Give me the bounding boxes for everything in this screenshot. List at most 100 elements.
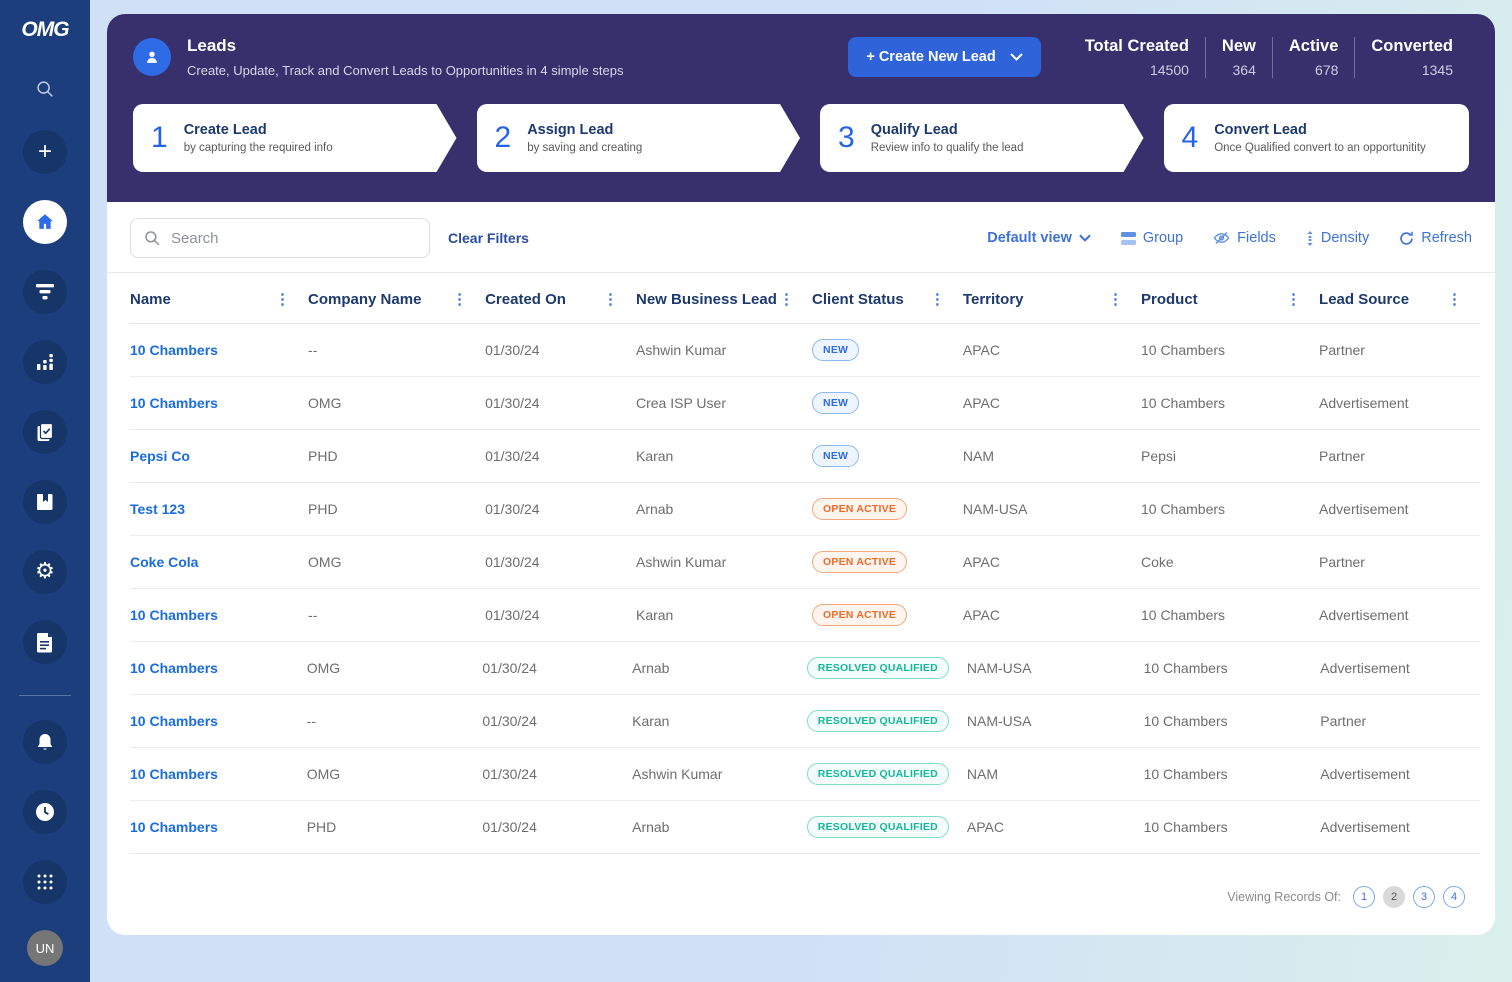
step-convert-lead[interactable]: 4 Convert Lead Once Qualified convert to … bbox=[1163, 104, 1469, 172]
eye-off-icon bbox=[1213, 232, 1230, 244]
column-header-name[interactable]: Name ⋮ bbox=[130, 273, 309, 324]
column-menu-icon[interactable]: ⋮ bbox=[929, 291, 945, 308]
lead-name-link[interactable]: 10 Chambers bbox=[130, 713, 218, 729]
sidebar-item-home[interactable] bbox=[23, 200, 67, 244]
table-row[interactable]: Coke Cola OMG 01/30/24 Ashwin Kumar OPEN… bbox=[130, 536, 1480, 589]
search-icon[interactable] bbox=[34, 78, 56, 100]
lead-name-link[interactable]: 10 Chambers bbox=[130, 766, 218, 782]
table-row[interactable]: 10 Chambers -- 01/30/24 Karan RESOLVED Q… bbox=[130, 695, 1480, 748]
user-avatar[interactable]: UN bbox=[27, 930, 63, 966]
table-row[interactable]: 10 Chambers PHD 01/30/24 Arnab RESOLVED … bbox=[130, 801, 1480, 854]
company-name-cell: -- bbox=[306, 695, 483, 748]
sidebar-item-library[interactable] bbox=[23, 480, 67, 524]
lead-name-link[interactable]: 10 Chambers bbox=[130, 819, 218, 835]
bell-icon bbox=[37, 733, 53, 750]
client-status-cell: NEW bbox=[812, 324, 963, 377]
column-header-product[interactable]: Product ⋮ bbox=[1140, 273, 1320, 324]
search-input[interactable] bbox=[171, 229, 417, 247]
sidebar: OMG + bbox=[0, 0, 90, 982]
person-icon bbox=[147, 51, 157, 63]
column-menu-icon[interactable]: ⋮ bbox=[1286, 291, 1302, 308]
sidebar-item-documents[interactable] bbox=[23, 620, 67, 664]
chevron-down-icon bbox=[1009, 53, 1023, 61]
territory-cell: NAM-USA bbox=[962, 483, 1141, 536]
lead-stats: Total Created 14500 New 364 Active 678 C… bbox=[1069, 36, 1469, 78]
new-business-lead-cell: Karan bbox=[635, 430, 813, 483]
leads-table: Name ⋮ Company Name ⋮ Created On ⋮ New Busines… bbox=[107, 273, 1495, 854]
column-header-territory[interactable]: Territory ⋮ bbox=[962, 273, 1141, 324]
lead-name-link[interactable]: Pepsi Co bbox=[130, 448, 190, 464]
lead-name-link[interactable]: Test 123 bbox=[130, 501, 185, 517]
lead-name-cell: 10 Chambers bbox=[130, 748, 307, 801]
fields-button[interactable]: Fields bbox=[1213, 230, 1276, 246]
create-new-lead-button[interactable]: + Create New Lead bbox=[848, 37, 1041, 77]
product-cell: 10 Chambers bbox=[1140, 324, 1320, 377]
page-button-1[interactable]: 1 bbox=[1353, 886, 1375, 908]
table-row[interactable]: Pepsi Co PHD 01/30/24 Karan NEW NAM Peps… bbox=[130, 430, 1480, 483]
history-button[interactable] bbox=[23, 790, 67, 834]
apps-button[interactable] bbox=[23, 860, 67, 904]
sidebar-item-filter[interactable] bbox=[23, 270, 67, 314]
column-menu-icon[interactable]: ⋮ bbox=[1447, 291, 1462, 308]
refresh-button[interactable]: Refresh bbox=[1399, 230, 1472, 246]
column-menu-icon[interactable]: ⋮ bbox=[779, 291, 795, 308]
lead-source-cell: Partner bbox=[1319, 430, 1480, 483]
book-icon bbox=[37, 494, 53, 510]
table-row[interactable]: 10 Chambers OMG 01/30/24 Arnab RESOLVED … bbox=[130, 642, 1480, 695]
step-create-lead[interactable]: 1 Create Lead by capturing the required i… bbox=[133, 104, 457, 172]
product-cell: Coke bbox=[1140, 536, 1320, 589]
lead-name-cell: 10 Chambers bbox=[130, 695, 307, 748]
table-row[interactable]: 10 Chambers -- 01/30/24 Ashwin Kumar NEW… bbox=[130, 324, 1480, 377]
column-menu-icon[interactable]: ⋮ bbox=[1107, 291, 1123, 308]
step-assign-lead[interactable]: 2 Assign Lead by saving and creating bbox=[477, 104, 801, 172]
new-business-lead-cell: Ashwin Kumar bbox=[635, 536, 813, 589]
column-menu-icon[interactable]: ⋮ bbox=[602, 291, 618, 308]
density-button[interactable]: Density bbox=[1306, 230, 1369, 246]
table-row[interactable]: Test 123 PHD 01/30/24 Arnab OPEN ACTIVE … bbox=[130, 483, 1480, 536]
page-button-4[interactable]: 4 bbox=[1443, 886, 1465, 908]
omg-logo: OMG bbox=[21, 18, 69, 41]
lead-name-link[interactable]: 10 Chambers bbox=[130, 395, 218, 411]
table-row[interactable]: 10 Chambers -- 01/30/24 Karan OPEN ACTIV… bbox=[130, 589, 1480, 642]
search-box[interactable] bbox=[130, 218, 430, 258]
column-menu-icon[interactable]: ⋮ bbox=[452, 291, 468, 308]
table-row[interactable]: 10 Chambers OMG 01/30/24 Crea ISP User N… bbox=[130, 377, 1480, 430]
sidebar-item-settings[interactable]: ⚙ bbox=[23, 550, 67, 594]
company-name-cell: OMG bbox=[308, 536, 486, 589]
view-selector[interactable]: Default view bbox=[987, 230, 1091, 246]
group-button[interactable]: Group bbox=[1120, 230, 1183, 246]
client-status-badge: OPEN ACTIVE bbox=[812, 551, 908, 573]
column-header-new-business-lead[interactable]: New Business Lead ⋮ bbox=[635, 273, 813, 324]
clear-filters-button[interactable]: Clear Filters bbox=[448, 230, 529, 246]
sidebar-item-analytics[interactable] bbox=[23, 340, 67, 384]
client-status-badge: OPEN ACTIVE bbox=[812, 498, 908, 520]
column-header-created-on[interactable]: Created On ⋮ bbox=[485, 273, 636, 324]
lead-name-cell: 10 Chambers bbox=[130, 589, 309, 642]
pagination-label: Viewing Records Of: bbox=[1227, 890, 1341, 904]
gear-icon: ⚙ bbox=[35, 559, 55, 584]
lead-name-link[interactable]: Coke Cola bbox=[130, 554, 199, 570]
lead-source-cell: Advertisement bbox=[1320, 748, 1480, 801]
density-icon bbox=[1307, 230, 1313, 246]
client-status-badge: RESOLVED QUALIFIED bbox=[806, 816, 949, 838]
company-name-cell: PHD bbox=[306, 801, 483, 854]
territory-cell: NAM-USA bbox=[966, 642, 1144, 695]
new-business-lead-cell: Ashwin Kumar bbox=[635, 324, 813, 377]
column-menu-icon[interactable]: ⋮ bbox=[275, 291, 291, 308]
column-header-client-status[interactable]: Client Status ⋮ bbox=[812, 273, 963, 324]
notifications-button[interactable] bbox=[23, 720, 67, 764]
step-qualify-lead[interactable]: 3 Qualify Lead Review info to qualify the… bbox=[820, 104, 1144, 172]
lead-name-link[interactable]: 10 Chambers bbox=[130, 660, 218, 676]
page-button-2[interactable]: 2 bbox=[1383, 886, 1405, 908]
column-header-lead-source[interactable]: Lead Source ⋮ bbox=[1319, 273, 1480, 324]
sidebar-item-tasks[interactable] bbox=[23, 410, 67, 454]
table-row[interactable]: 10 Chambers OMG 01/30/24 Ashwin Kumar RE… bbox=[130, 748, 1480, 801]
add-button[interactable]: + bbox=[23, 130, 67, 174]
page-button-3[interactable]: 3 bbox=[1413, 886, 1435, 908]
lead-source-cell: Advertisement bbox=[1319, 377, 1480, 430]
column-header-company-name[interactable]: Company Name ⋮ bbox=[308, 273, 486, 324]
lead-name-link[interactable]: 10 Chambers bbox=[130, 342, 218, 358]
client-status-badge: OPEN ACTIVE bbox=[812, 604, 908, 626]
lead-name-link[interactable]: 10 Chambers bbox=[130, 607, 218, 623]
